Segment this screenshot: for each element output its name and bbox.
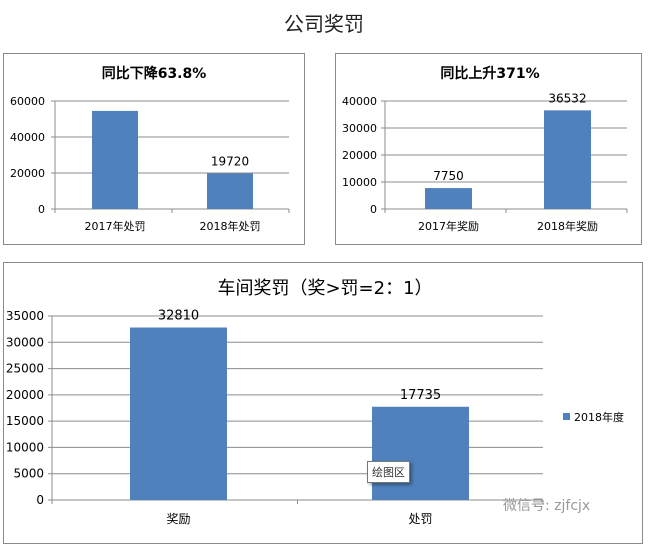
y-tick-label: 10000	[342, 176, 377, 189]
category-label: 处罚	[408, 512, 432, 526]
bar-2018年处罚	[207, 173, 253, 209]
data-label: 36532	[548, 91, 586, 105]
category-label: 2017年处罚	[85, 219, 146, 233]
data-label: 32810	[158, 309, 199, 324]
page-title: 公司奖罚	[284, 12, 364, 36]
y-tick-label: 5000	[13, 467, 44, 481]
y-tick-label: 10000	[6, 440, 44, 454]
chart-title: 同比上升371%	[440, 65, 539, 82]
y-tick-label: 60000	[10, 95, 45, 108]
bar-2017年奖励	[425, 188, 472, 209]
data-label: 17735	[400, 388, 441, 403]
y-tick-label: 0	[36, 493, 44, 507]
plot-area-tooltip: 绘图区	[367, 461, 410, 483]
y-tick-label: 30000	[6, 335, 44, 349]
wechat-watermark: 微信号: zjfcjx	[503, 498, 591, 514]
y-tick-label: 40000	[342, 95, 377, 108]
bar-奖励	[130, 327, 227, 500]
y-tick-label: 15000	[6, 414, 44, 428]
bar-处罚	[372, 406, 469, 500]
y-tick-label: 0	[38, 203, 45, 216]
y-tick-label: 0	[370, 203, 377, 216]
legend-label: 2018年度	[574, 410, 624, 424]
data-label: 19720	[211, 155, 249, 169]
chart-workshop-box[interactable]	[3, 262, 643, 544]
legend-swatch	[563, 413, 570, 420]
category-label: 奖励	[166, 512, 190, 526]
bar-2017年处罚	[92, 110, 138, 209]
chart-penalty-box[interactable]	[3, 53, 305, 245]
y-tick-label: 20000	[6, 388, 44, 402]
bar-2018年奖励	[544, 110, 591, 209]
chart-title: 车间奖罚（奖>罚=2：1）	[217, 278, 432, 299]
y-tick-label: 20000	[342, 149, 377, 162]
category-label: 2018年处罚	[200, 219, 261, 233]
chart-title: 同比下降63.8%	[102, 65, 207, 82]
y-tick-label: 20000	[10, 167, 45, 180]
y-tick-label: 40000	[10, 131, 45, 144]
category-label: 2017年奖励	[418, 219, 479, 233]
y-tick-label: 30000	[342, 122, 377, 135]
y-tick-label: 35000	[6, 309, 44, 323]
category-label: 2018年奖励	[537, 219, 598, 233]
data-label: 7750	[433, 169, 464, 183]
y-tick-label: 25000	[6, 362, 44, 376]
